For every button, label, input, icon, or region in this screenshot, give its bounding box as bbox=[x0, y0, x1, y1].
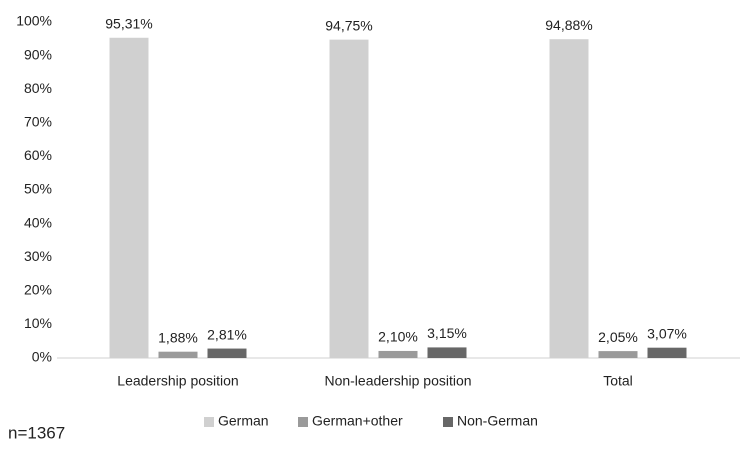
y-tick-label: 90% bbox=[24, 46, 52, 62]
x-tick-label: Non-leadership position bbox=[324, 373, 471, 389]
y-tick-label: 60% bbox=[24, 147, 52, 163]
y-tick-label: 0% bbox=[32, 349, 52, 365]
value-label: 94,88% bbox=[545, 17, 592, 33]
value-label: 3,07% bbox=[647, 325, 687, 341]
legend-swatch bbox=[204, 417, 214, 427]
value-label: 95,31% bbox=[105, 15, 152, 31]
value-label: 1,88% bbox=[158, 329, 198, 345]
y-tick-label: 50% bbox=[24, 181, 52, 197]
value-label: 94,75% bbox=[325, 17, 372, 33]
legend-swatch bbox=[443, 417, 453, 427]
annotation: n=1367 bbox=[8, 423, 65, 442]
bar bbox=[378, 350, 418, 358]
bar bbox=[329, 39, 369, 358]
bar bbox=[549, 39, 589, 359]
bar bbox=[109, 37, 149, 359]
bar bbox=[647, 347, 687, 358]
y-tick-label: 70% bbox=[24, 114, 52, 130]
y-tick-label: 40% bbox=[24, 214, 52, 230]
bar bbox=[207, 348, 247, 358]
y-tick-label: 100% bbox=[16, 13, 52, 29]
value-label: 2,10% bbox=[378, 329, 418, 345]
legend-label: Non-German bbox=[457, 413, 538, 429]
legend-label: German+other bbox=[312, 413, 403, 429]
legend-label: German bbox=[218, 413, 269, 429]
bar bbox=[427, 347, 467, 358]
legend-swatch bbox=[298, 417, 308, 427]
y-tick-label: 30% bbox=[24, 248, 52, 264]
value-label: 2,05% bbox=[598, 329, 638, 345]
y-tick-label: 20% bbox=[24, 282, 52, 298]
x-tick-label: Total bbox=[603, 373, 633, 389]
x-tick-label: Leadership position bbox=[117, 373, 238, 389]
y-tick-label: 80% bbox=[24, 80, 52, 96]
bar bbox=[158, 351, 198, 358]
value-label: 3,15% bbox=[427, 325, 467, 341]
value-label: 2,81% bbox=[207, 326, 247, 342]
y-tick-label: 10% bbox=[24, 315, 52, 331]
bar bbox=[598, 351, 638, 358]
